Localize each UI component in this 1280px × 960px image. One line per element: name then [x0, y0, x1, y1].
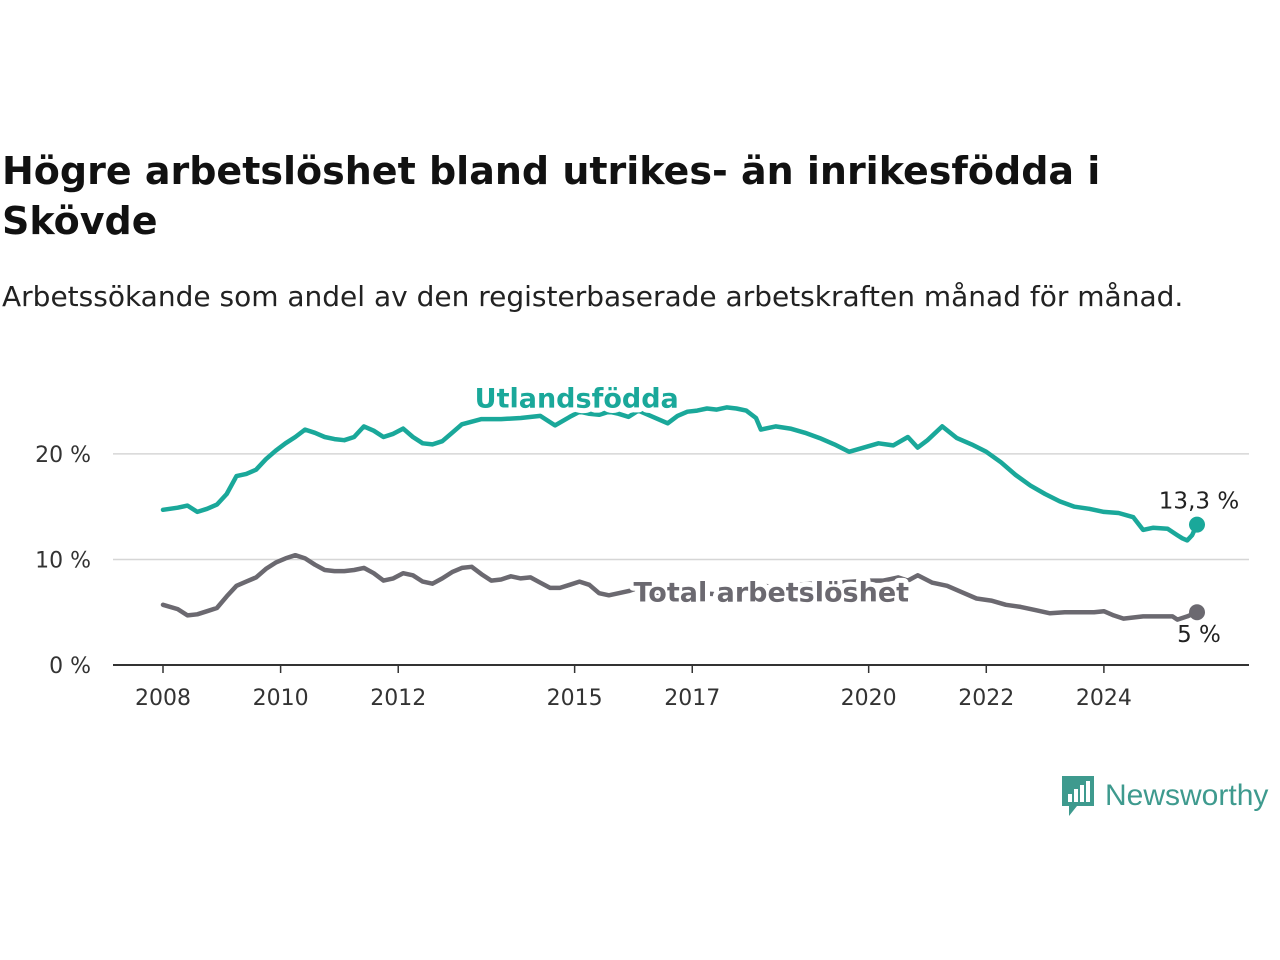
y-tick-label: 0 % [49, 654, 91, 679]
series-end-value-label: 13,3 % [1159, 489, 1239, 515]
x-tick-label: 2010 [253, 686, 309, 711]
series-name-label: Total arbetslöshet [633, 578, 909, 609]
series-line-0 [160, 405, 1200, 543]
y-tick-labels: 0 % 10 % 20 % [35, 443, 91, 679]
series-name-label: Utlandsfödda [475, 383, 679, 414]
series-end-value-label: 5 % [1177, 622, 1221, 648]
y-tick-label: 10 % [35, 548, 91, 573]
x-tick-label: 2022 [958, 686, 1014, 711]
x-tick-label: 2008 [135, 686, 191, 711]
series-end-point-0 [1189, 516, 1205, 533]
series-line-1 [160, 552, 1200, 622]
newsworthy-logo[interactable]: Newsworthy [1059, 773, 1268, 819]
series-labels: 13,3 % Utlandsfödda 5 % Total arbetslöshet [470, 378, 1243, 651]
x-tick-labels: 2008 2010 2012 2015 2017 2020 2022 2024 [135, 665, 1132, 711]
x-tick-label: 2015 [547, 686, 603, 711]
x-tick-label: 2020 [841, 686, 897, 711]
x-tick-label: 2017 [664, 686, 720, 711]
brand-name: Newsworthy [1105, 779, 1269, 812]
chart-subtitle: Arbetssökande som andel av den registerb… [2, 280, 1184, 313]
x-tick-label: 2024 [1076, 686, 1132, 711]
x-tick-label: 2012 [370, 686, 426, 711]
y-tick-label: 20 % [35, 443, 91, 468]
chart-title: Högre arbetslöshet bland utrikes- än inr… [2, 149, 1101, 243]
series-lines [160, 405, 1205, 622]
newsworthy-bar-chart-icon [1062, 776, 1094, 816]
series-end-point-1 [1189, 604, 1205, 621]
